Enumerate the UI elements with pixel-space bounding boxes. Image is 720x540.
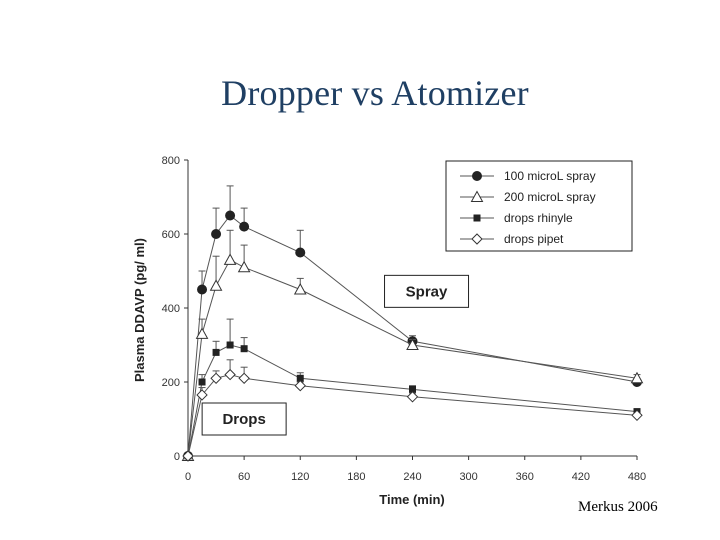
data-point	[293, 282, 307, 295]
data-point	[210, 372, 222, 385]
x-tick-label: 480	[628, 471, 646, 483]
legend-label: 100 microL spray	[504, 169, 596, 183]
x-tick-label: 420	[572, 471, 590, 483]
data-point	[209, 279, 223, 291]
data-point	[195, 327, 209, 339]
y-axis-label: Plasma DDAVP (pg/ ml)	[132, 238, 147, 382]
data-point	[240, 345, 248, 353]
data-point	[239, 221, 250, 232]
slide-title: Dropper vs Atomizer	[221, 73, 529, 113]
chart-annotations: Spray Drops	[201, 274, 470, 436]
data-point	[631, 409, 643, 422]
data-point	[471, 233, 483, 245]
x-tick-label: 180	[347, 471, 365, 483]
x-tick-label: 120	[291, 471, 309, 483]
data-point	[472, 171, 482, 181]
x-tick-label: 360	[516, 471, 534, 483]
data-point	[470, 190, 484, 202]
y-tick-label: 0	[174, 451, 180, 463]
x-axis-label: Time (min)	[379, 492, 445, 507]
data-point	[409, 385, 416, 393]
data-point	[237, 260, 251, 273]
x-tick-label: 0	[185, 471, 191, 483]
annotation-label: Spray	[406, 283, 448, 300]
data-point	[198, 378, 206, 386]
series-line	[187, 259, 638, 457]
y-tick-label: 400	[162, 303, 180, 315]
y-tick-label: 200	[162, 377, 180, 389]
legend-label: 200 microL spray	[504, 190, 596, 204]
data-point	[212, 348, 220, 356]
data-point	[211, 229, 222, 239]
data-point	[295, 247, 306, 258]
legend-label: drops rhinyle	[504, 211, 573, 225]
data-point	[294, 379, 306, 392]
chart-axes: 0 200 400 600 800 0 60 120 180 240 300 360 420 480	[162, 155, 647, 483]
data-point	[223, 253, 237, 265]
y-tick-label: 800	[162, 155, 180, 167]
series-line	[187, 214, 638, 457]
annotation-box	[201, 402, 287, 436]
series-3	[182, 359, 643, 462]
source-credit: Merkus 2006	[578, 499, 658, 515]
x-tick-label: 240	[403, 471, 421, 483]
data-point	[406, 391, 419, 403]
legend-label: drops pipet	[504, 232, 564, 246]
data-point	[473, 214, 481, 222]
x-tick-label: 60	[238, 471, 250, 483]
annotation-box	[384, 274, 470, 308]
series-line	[187, 344, 638, 457]
data-point	[182, 450, 194, 462]
data-point	[296, 374, 304, 382]
y-tick-label: 600	[162, 229, 180, 241]
series-0	[183, 185, 642, 461]
chart-series	[181, 185, 644, 462]
x-tick-label: 300	[459, 471, 477, 483]
annotation-label: Drops	[222, 411, 265, 428]
data-point	[630, 371, 644, 384]
data-point	[224, 368, 236, 381]
chart-legend: 100 microL spray 200 microL spray drops rh…	[445, 160, 633, 252]
data-point	[238, 372, 250, 385]
data-point	[406, 338, 419, 350]
data-point	[196, 389, 208, 401]
data-point	[225, 210, 236, 221]
data-point	[197, 284, 208, 295]
data-point	[226, 341, 234, 349]
